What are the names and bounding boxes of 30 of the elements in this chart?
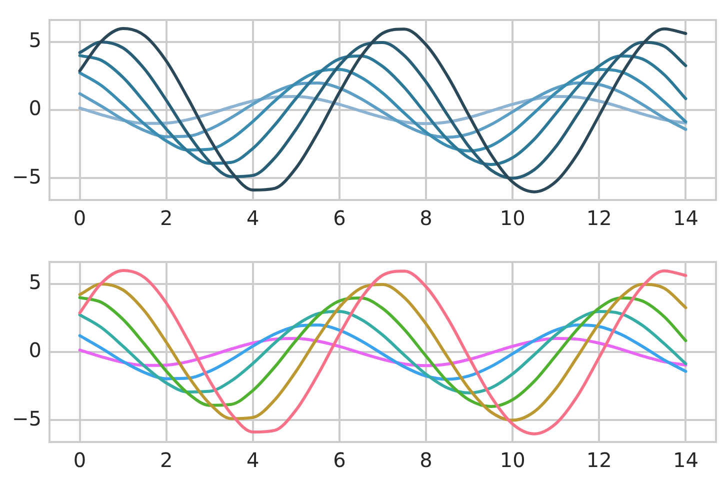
- x-tick-label: 4: [246, 448, 260, 472]
- y-tick-label: 5: [28, 28, 42, 52]
- x-tick-label: 14: [672, 448, 698, 472]
- x-tick-label: 8: [420, 206, 432, 230]
- x-tick-label: 12: [586, 206, 612, 230]
- x-tick-label: 2: [160, 206, 173, 230]
- x-tick-label: 6: [333, 206, 346, 230]
- x-tick-label: 8: [420, 448, 432, 472]
- x-tick-label: 2: [160, 448, 173, 472]
- y-tick-label: −5: [12, 164, 42, 188]
- x-tick-label: 0: [73, 206, 86, 230]
- line-series: [78, 40, 688, 180]
- y-tick-label: −5: [12, 406, 42, 430]
- y-tick-label: 5: [28, 270, 42, 294]
- x-tick-label: 0: [73, 448, 86, 472]
- x-tick-label: 12: [586, 448, 612, 472]
- x-tick-label: 10: [500, 206, 526, 230]
- line-series: [78, 282, 688, 422]
- x-tick-label: 6: [333, 448, 346, 472]
- line-series: [78, 268, 688, 436]
- x-tick-label: 10: [500, 448, 526, 472]
- y-tick-label: 0: [28, 338, 42, 362]
- y-tick-label: 0: [28, 96, 42, 120]
- line-series: [78, 54, 688, 166]
- x-tick-label: 4: [246, 206, 260, 230]
- line-series: [78, 310, 688, 394]
- line-series: [78, 26, 688, 194]
- line-series: [78, 296, 688, 408]
- line-series: [78, 68, 688, 152]
- x-tick-label: 14: [672, 206, 698, 230]
